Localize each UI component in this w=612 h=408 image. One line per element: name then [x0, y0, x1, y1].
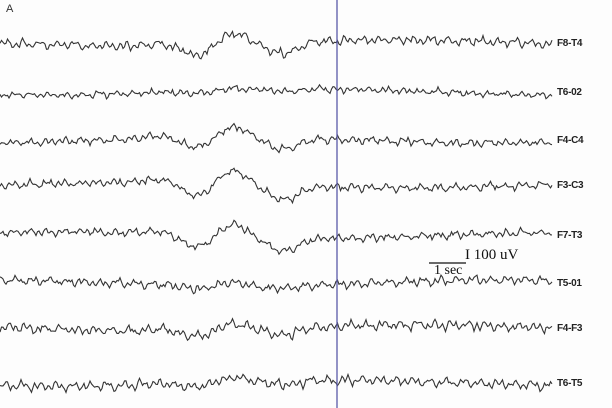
channel-label: F7-T3 [557, 230, 583, 241]
amplitude-scale-label: I 100 uV [465, 247, 519, 263]
trace-f3-c3 [0, 167, 553, 205]
time-scale-label: 1 sec [434, 263, 463, 278]
panel-label: A [6, 3, 14, 15]
channel-label: F4-C4 [557, 135, 584, 146]
channel-label: F8-T4 [557, 38, 583, 49]
channel-label: F4-F3 [557, 323, 583, 334]
channel-label: F3-C3 [557, 180, 584, 191]
trace-f4-f3 [0, 317, 553, 342]
channel-label: T5-01 [557, 278, 582, 289]
trace-t6-t5 [0, 372, 553, 394]
trace-f8-t4 [0, 30, 553, 60]
trace-f7-t3 [0, 219, 553, 256]
channel-label: T6-T5 [557, 378, 583, 389]
trace-t5-01 [0, 274, 553, 295]
trace-t6-02 [0, 83, 553, 100]
trace-f4-c4 [0, 122, 553, 154]
channel-label: T6-02 [557, 87, 582, 98]
